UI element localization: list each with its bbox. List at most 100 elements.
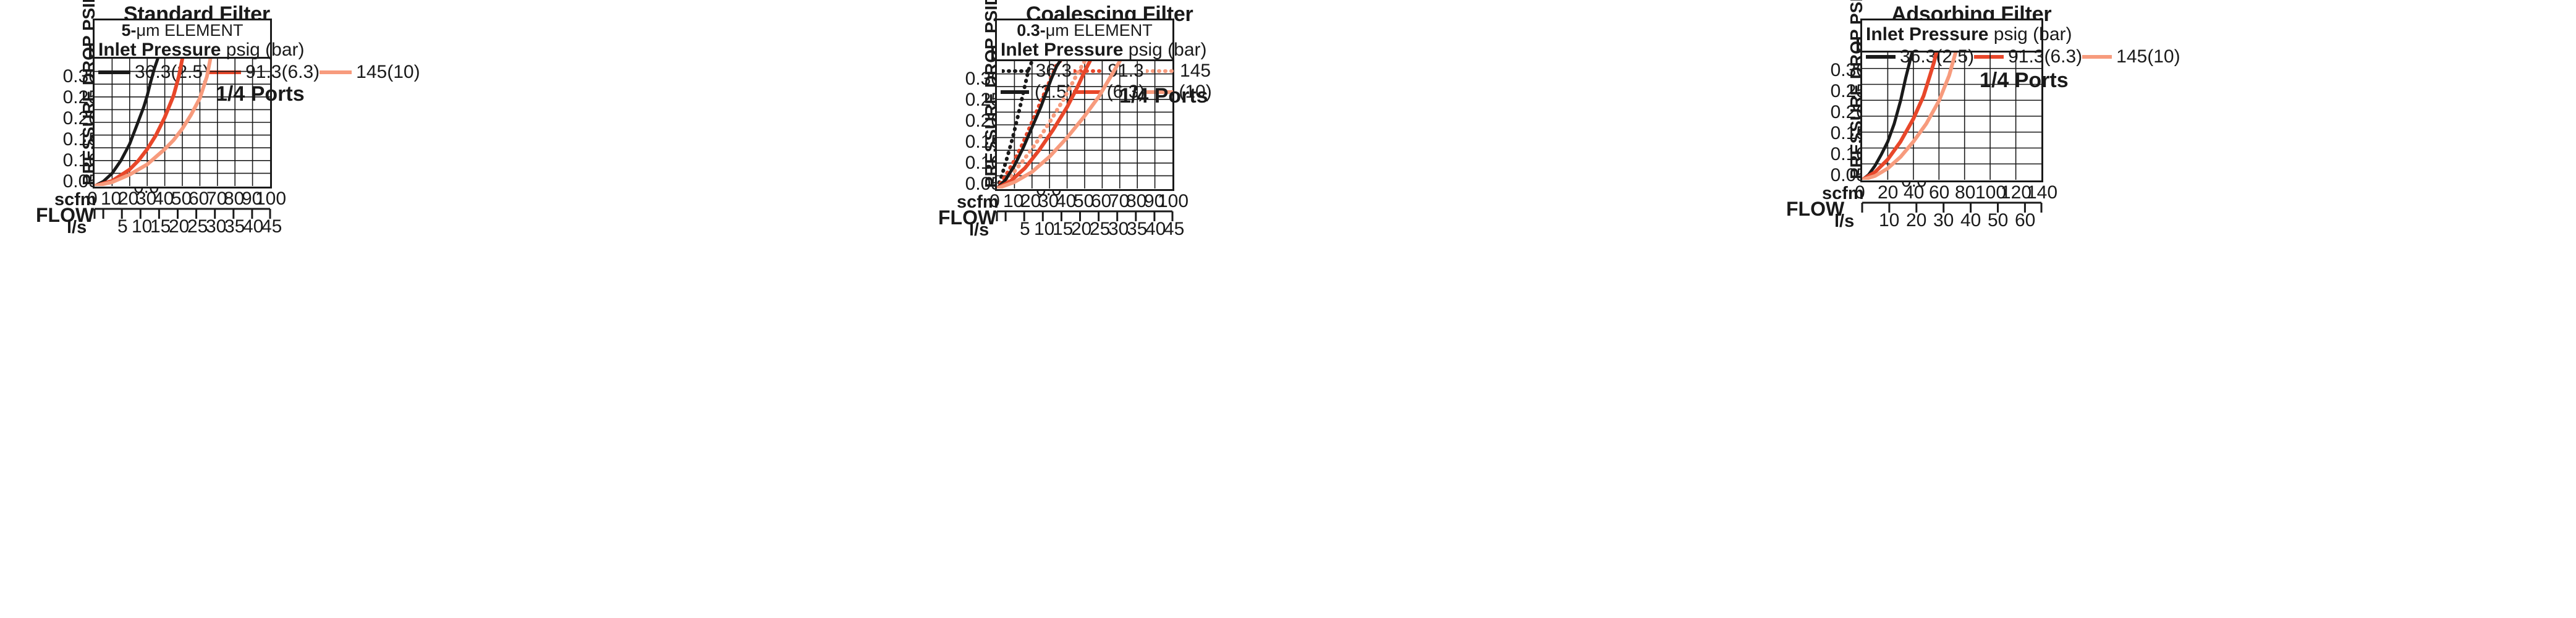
x-tick-scfm-c10: 100 [1158, 191, 1189, 211]
x-tick-scfm-6: 60 [189, 188, 210, 209]
x-tick-ls-c6: 35 [1127, 219, 1148, 239]
x-tick-scfm-0: 0 [87, 188, 98, 209]
legend-swatch-icon [98, 70, 130, 74]
legend-element-rest: m ELEMENT [146, 21, 244, 40]
legend-row-solid: (10) [1145, 82, 1212, 103]
legend-item-label-bottom: (6.3) [1106, 81, 1145, 102]
plot-box-standard: 5-μm ELEMENT Inlet Pressure psig (bar) 3… [93, 19, 420, 188]
x-tick-scfm-a1: 20 [1878, 182, 1899, 203]
series-path-0 [95, 59, 159, 186]
ports-note-standard: 1/4 Ports [216, 82, 305, 106]
legend-swatch-icon [1072, 90, 1101, 94]
legend-swatch-icon [1001, 69, 1030, 73]
x-tick-ls-c4: 25 [1090, 219, 1111, 239]
series-path-a0 [1862, 53, 1914, 180]
x-tick-ls-c8: 45 [1164, 219, 1185, 239]
x-tick-scfm-5: 50 [171, 188, 192, 209]
x-tick-scfm-4: 40 [153, 188, 174, 209]
x-tick-scfm-10: 100 [255, 188, 287, 209]
x-tick-scfm-c3: 30 [1038, 191, 1059, 211]
x-axis-flow-label-standard: FLOW [36, 204, 95, 226]
x-tick-ls-1: 10 [132, 216, 153, 237]
legend-element-mu: μ [136, 21, 146, 40]
grid-zone-coalescing [997, 61, 1172, 188]
legend-coalescing: 0.3-μm ELEMENT Inlet Pressure psig (bar)… [997, 20, 1212, 102]
chart-panel-coalescing-filter: Coalescing Filter bar psi 0.30 0.25 0.20… [859, 0, 1718, 618]
x-tick-ls-0: 5 [117, 216, 128, 237]
chart-panel-standard-filter: Standard Filter bar psi 0.30 0.25 0.20 0… [0, 0, 859, 618]
legend-item-145(10)[interactable]: 145(10) [320, 62, 420, 83]
series-path-c-solid2 [997, 61, 1122, 188]
legend-element-rest-c: m ELEMENT [1055, 21, 1153, 40]
x-tick-ls-c5: 30 [1108, 219, 1129, 239]
legend-element-mu-c: μ [1045, 21, 1056, 40]
legend-item-145-dotted[interactable]: 145 (10) [1145, 60, 1212, 103]
series-path-a2 [1862, 53, 1958, 180]
series-path-c-dot0 [997, 61, 1034, 188]
legend-swatch-icon [1866, 54, 1896, 59]
series-paths-adsorbing [1862, 53, 1958, 180]
x-axis-scfm-unit-adsorbing: scfm [1822, 184, 1864, 203]
x-tick-ls-6: 35 [224, 216, 245, 237]
legend-element-prefix: 5- [121, 21, 137, 40]
series-paths-coalescing [997, 61, 1122, 188]
x-tick-scfm-a5: 100 [1975, 182, 2007, 203]
plot-box-coalescing: 0.3-μm ELEMENT Inlet Pressure psig (bar)… [995, 19, 1212, 191]
x-tick-ls-5: 30 [206, 216, 227, 237]
x-tick-scfm-8: 80 [224, 188, 245, 209]
x-tick-ls-7: 40 [243, 216, 264, 237]
series-path-c-solid0 [997, 61, 1062, 188]
x-tick-scfm-a0: 0 [1855, 182, 1865, 203]
x-tick-ls-c7: 40 [1145, 219, 1166, 239]
legend-heading-light-a: psig (bar) [1988, 24, 2072, 44]
x-tick-scfm-a2: 40 [1904, 182, 1925, 203]
legend-item-label-top: 145 [1180, 60, 1211, 81]
x-axis-ls-spine-adsorbing [1861, 201, 2043, 213]
legend-standard: 5-μm ELEMENT Inlet Pressure psig (bar) 3… [95, 20, 420, 82]
x-tick-scfm-a3: 60 [1929, 182, 1950, 203]
plot-svg-adsorbing [1862, 53, 2041, 180]
x-tick-ls-c2: 15 [1053, 219, 1074, 239]
x-axis-flow-label-coalescing: FLOW [938, 206, 997, 229]
legend-swatch-icon [1145, 90, 1174, 94]
legend-element-prefix-c: 0.3- [1017, 21, 1046, 40]
x-tick-scfm-1: 10 [101, 188, 122, 209]
x-tick-scfm-2: 20 [118, 188, 139, 209]
x-axis-ls-spine-coalescing [996, 210, 1174, 221]
x-axis-ls-spine-standard [93, 208, 271, 219]
plot-box-adsorbing: Inlet Pressure psig (bar) 36.3(2.5) 91.3(… [1860, 19, 2180, 182]
x-axis-ls-unit-adsorbing: l/s [1834, 211, 1855, 231]
legend-item-145(10)[interactable]: 145(10) [2082, 46, 2180, 67]
legend-heading-adsorbing: Inlet Pressure psig (bar) [1866, 24, 2072, 45]
x-tick-scfm-c6: 60 [1091, 191, 1112, 211]
x-tick-scfm-c1: 10 [1003, 191, 1024, 211]
x-tick-ls-a4: 50 [1988, 210, 2009, 231]
plot-svg-coalescing [997, 61, 1172, 188]
legend-element-label-standard: 5-μm ELEMENT [98, 21, 266, 40]
x-tick-scfm-3: 30 [136, 188, 157, 209]
legend-swatch-icon [2082, 54, 2112, 59]
x-tick-scfm-a4: 80 [1955, 182, 1976, 203]
legend-element-label-coalescing: 0.3-μm ELEMENT [1001, 21, 1169, 40]
grid-zone-standard [95, 59, 270, 186]
legend-item-91.3(6.3)[interactable]: 91.3(6.3) [1974, 46, 2082, 67]
plot-svg-standard [95, 59, 270, 186]
x-tick-scfm-a6: 120 [2001, 182, 2032, 203]
x-tick-scfm-c8: 80 [1126, 191, 1147, 211]
x-tick-scfm-9: 90 [242, 188, 263, 209]
legend-item-label: 91.3(6.3) [2008, 46, 2083, 67]
x-tick-ls-2: 15 [150, 216, 171, 237]
grid-zone-adsorbing [1862, 53, 2041, 180]
x-tick-ls-a2: 30 [1933, 210, 1954, 231]
legend-item-label: 145(10) [356, 61, 420, 82]
x-tick-ls-4: 25 [187, 216, 208, 237]
x-tick-scfm-c0: 0 [989, 191, 1000, 211]
series-paths-standard [95, 59, 213, 186]
x-tick-ls-a5: 60 [2015, 210, 2036, 231]
x-axis-ls-unit-standard: l/s [67, 218, 87, 237]
series-path-c-solid1 [997, 61, 1092, 188]
legend-heading-light: psig (bar) [221, 40, 305, 61]
x-tick-scfm-7: 70 [206, 188, 227, 209]
legend-heading-light-c: psig (bar) [1123, 40, 1207, 61]
